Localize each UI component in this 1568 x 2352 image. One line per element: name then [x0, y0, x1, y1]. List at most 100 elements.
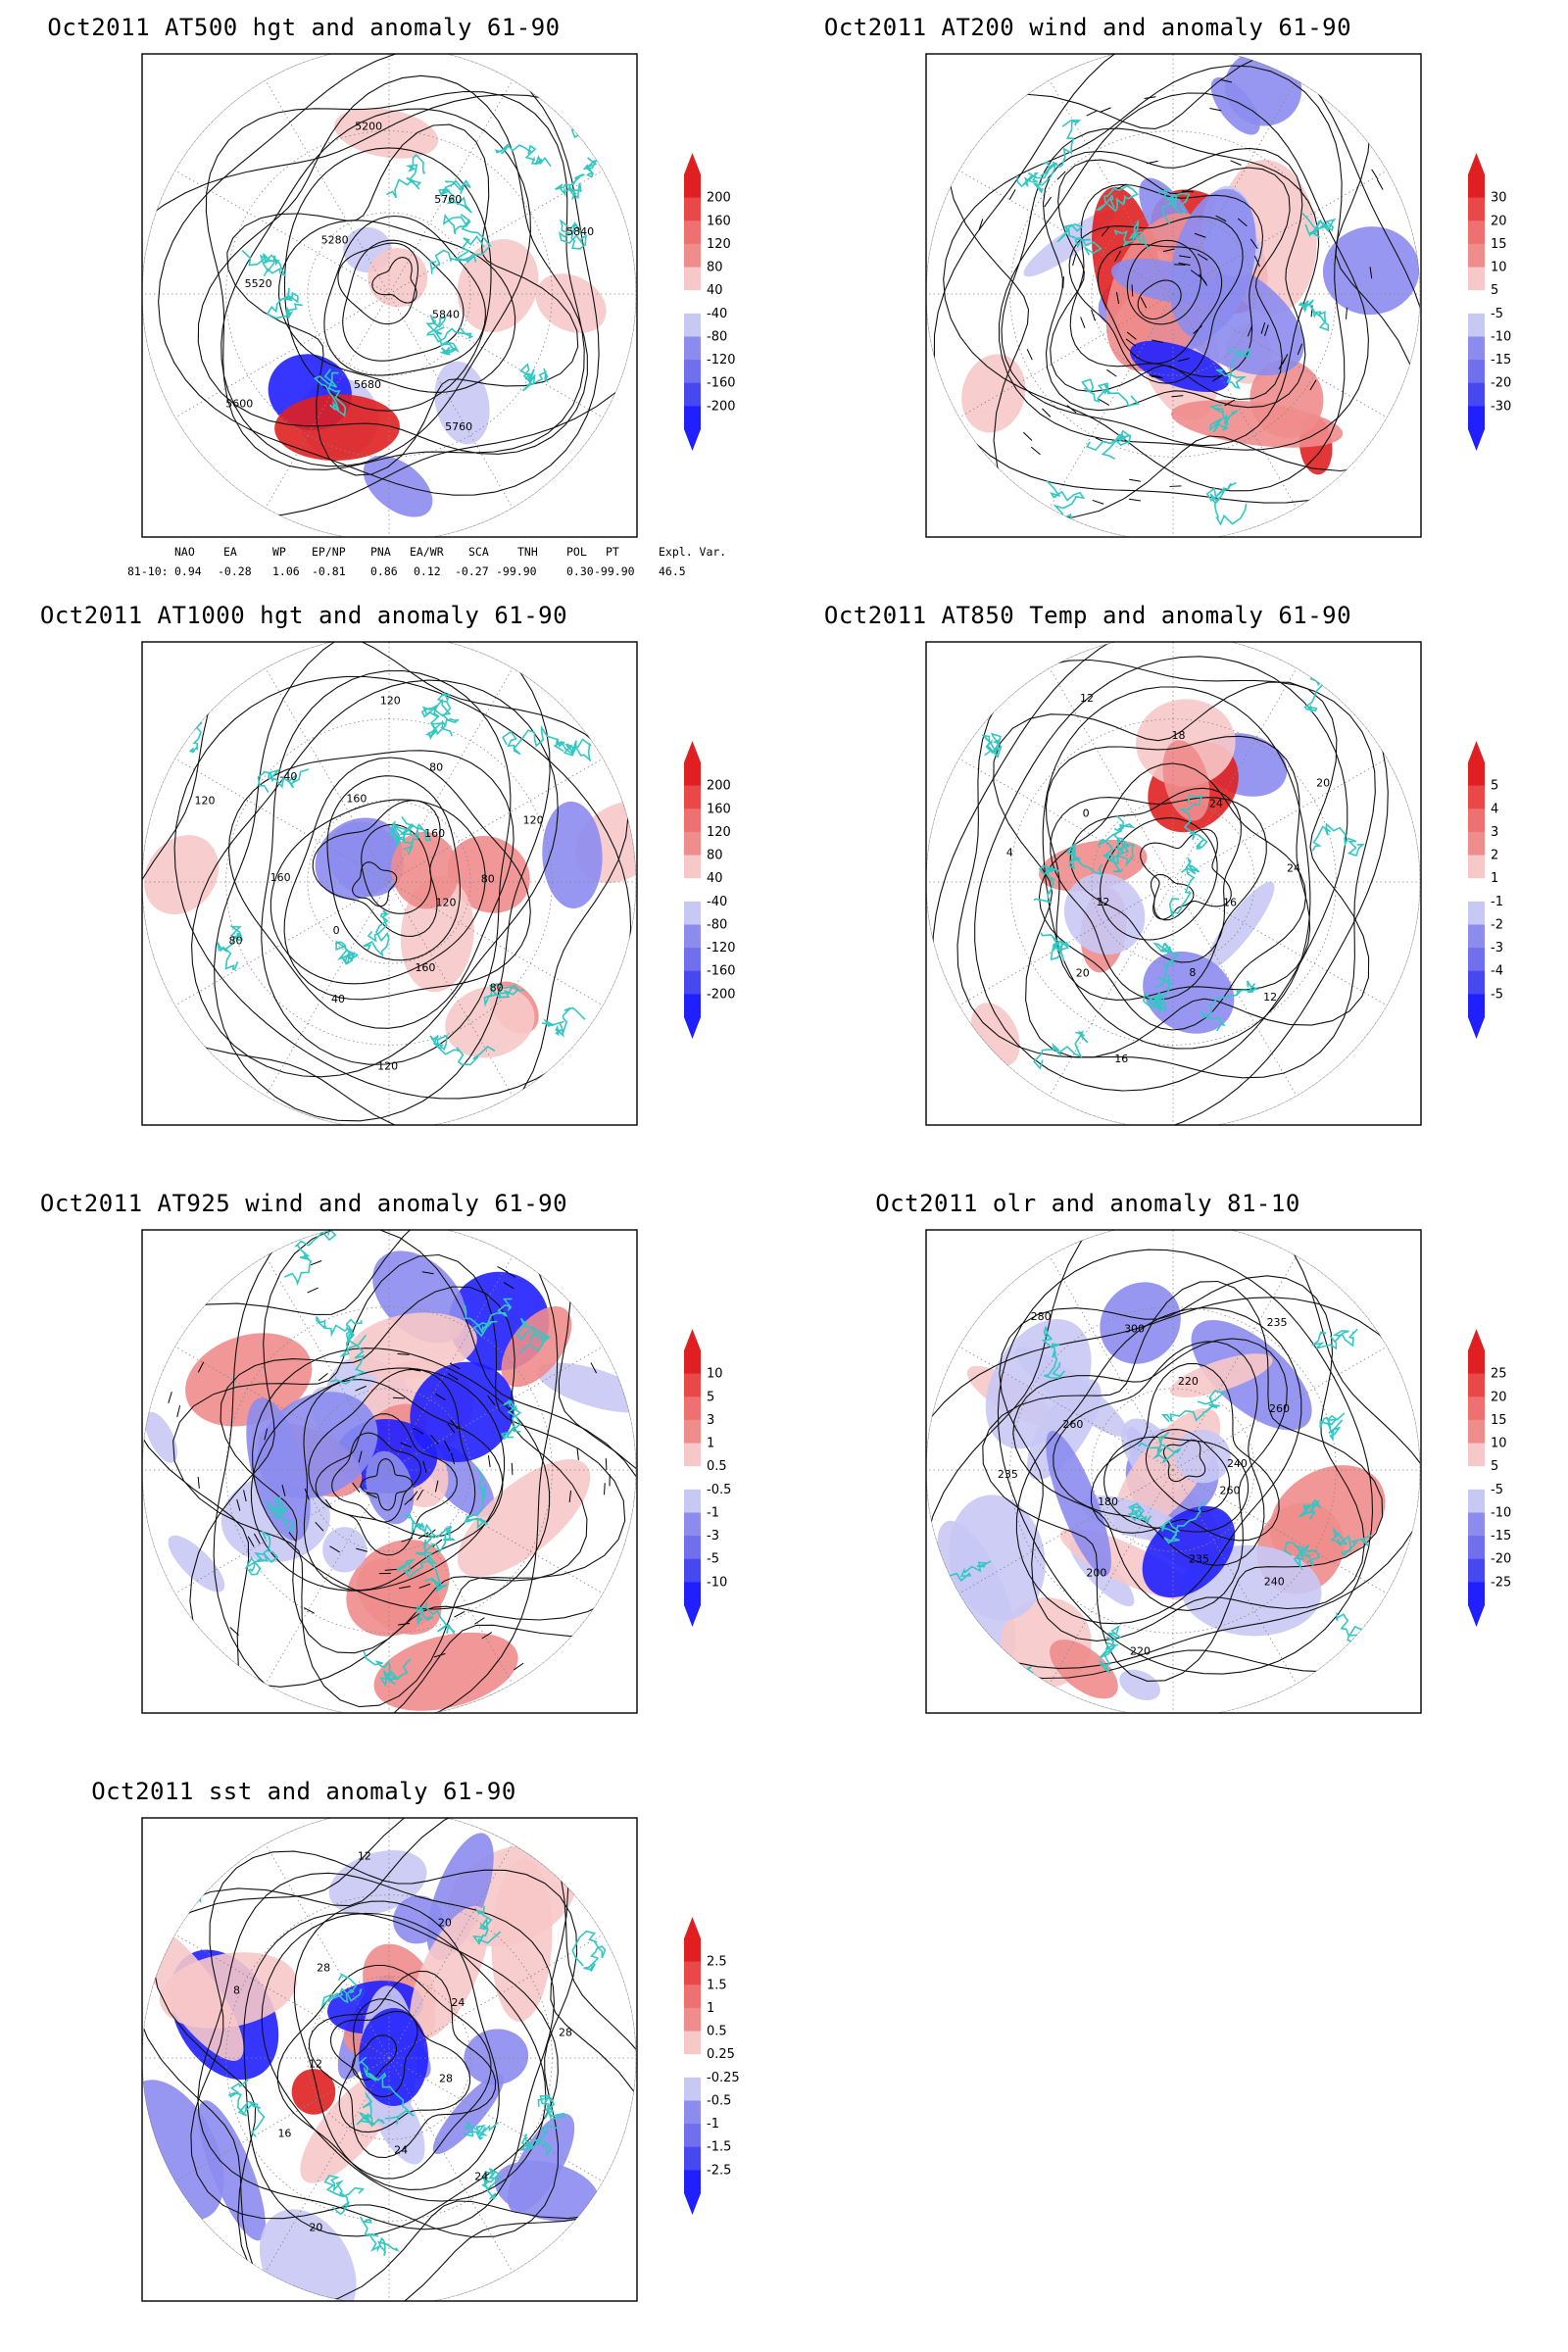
wind-vector: [397, 1352, 410, 1355]
map-field: 5840 5760 5680 5600 5520 5280 5200 5760 5840: [142, 54, 637, 537]
contour-line: [276, 1964, 492, 2180]
colorbar-arrow-top: [684, 1329, 701, 1350]
contour-line: [152, 1818, 636, 2301]
wind-vector: [1215, 215, 1227, 222]
contour-line: [189, 1230, 636, 1688]
coastline: [432, 326, 460, 356]
colorbar: 30 20 15 10 5 -5 -10 -15 -20 -30: [1468, 153, 1511, 451]
contour-line: [1145, 1429, 1231, 1513]
contour-label: 24: [1287, 862, 1300, 875]
wind-vector: [1100, 107, 1111, 113]
wind-vector: [454, 1611, 466, 1618]
wind-vector: [1129, 478, 1142, 482]
coastline: [553, 738, 592, 761]
colorbar-swatch: [684, 2124, 701, 2148]
contour-line: [1012, 1338, 1288, 1611]
anomaly-shading: [334, 108, 439, 159]
wind-vector: [366, 1493, 378, 1498]
coastline: [981, 732, 1003, 759]
contour-line: [326, 775, 461, 961]
coastline: [1055, 222, 1102, 256]
anomaly-shading: [1063, 873, 1146, 956]
colorbar-swatch: [684, 2170, 701, 2194]
coastline: [1301, 213, 1337, 238]
wind-vector: [1371, 169, 1379, 180]
contour-line: [993, 681, 1370, 1058]
colorbar-arrow-bottom: [684, 429, 701, 451]
map-at925: 10 5 3 1 0.5 -0.5 -1 -3 -5 -10: [141, 1229, 731, 1714]
wind-vector: [329, 1545, 341, 1553]
coastline: [1015, 161, 1057, 188]
colorbar-arrow-bottom: [684, 1605, 701, 1627]
colorbar-swatch: [1468, 197, 1485, 221]
colorbar-tick-label: 160: [707, 214, 731, 228]
colorbar-swatch: [684, 1938, 701, 1963]
meridian-line: [388, 667, 514, 883]
contour-label: 220: [1130, 1645, 1151, 1658]
anomaly-shading: [1171, 400, 1344, 448]
wind-vector: [444, 1441, 451, 1452]
wind-vector: [307, 1287, 318, 1294]
meridian-line: [1172, 293, 1298, 509]
panel-at1000: Oct2011 AT1000 hgt and anomaly 61-90 120…: [0, 588, 784, 1176]
meridian-line: [1172, 79, 1298, 295]
anomaly-shading: [457, 1459, 591, 1578]
coastline: [422, 1528, 448, 1592]
contour-label: 180: [1098, 1495, 1118, 1508]
anomaly-shading: [445, 986, 535, 1058]
colorbar-tick-label: 0.5: [707, 1459, 727, 1474]
contour-line: [974, 656, 1348, 1092]
wind-vector: [358, 1450, 363, 1463]
coastline: [323, 2175, 365, 2216]
colorbar-tick-label: -10: [1491, 329, 1511, 344]
wind-vector: [1309, 379, 1317, 391]
anomaly-shading: [1100, 1282, 1181, 1364]
wind-vector: [176, 1405, 181, 1417]
anomaly-shading: [410, 1905, 489, 2040]
colorbar-arrow-top: [684, 1917, 701, 1938]
contour-line: [308, 1970, 497, 2159]
colorbar-tick-label: 10: [707, 1367, 723, 1382]
contour-label: 160: [415, 961, 435, 974]
coastline: [1215, 346, 1251, 390]
colorbar-swatch: [1468, 948, 1485, 972]
index-header-ea: EA: [223, 545, 237, 559]
contour-line: [932, 642, 1389, 1125]
wind-vector: [1086, 110, 1098, 117]
map-frame: [141, 1229, 638, 1714]
colorbar: 200 160 120 80 40 -40 -80 -120 -160 -200: [684, 153, 736, 451]
latitude-circle: [225, 1894, 553, 2222]
anomaly-shading: [168, 1535, 225, 1592]
colorbar-tick-label: -160: [707, 964, 736, 979]
contour-label: 20: [1076, 967, 1090, 980]
coastline: [389, 823, 432, 856]
contour-label: 5200: [355, 120, 382, 132]
wind-vector: [503, 1282, 514, 1290]
coastline: [316, 1316, 364, 1345]
colorbar-swatch: [1468, 785, 1485, 809]
map-at500: 5840 5760 5680 5600 5520 5280 5200 5760 5840 200 1…: [141, 53, 736, 538]
contour-label: 8: [233, 1984, 240, 1996]
wind-vector: [1247, 324, 1253, 337]
coastline: [266, 287, 303, 319]
colorbar-swatch: [1468, 220, 1485, 245]
index-value-tnh: -99.90: [496, 564, 537, 578]
contour-line: [1137, 279, 1182, 320]
map-field: 16 12 8 16 20 12 4 0 12 18 24 20 24: [926, 642, 1421, 1125]
map-field: 28 24 24 20 16 12 8 28 12 20 24 28: [142, 1818, 637, 2301]
contour-line: [283, 757, 531, 1001]
colorbar-swatch: [684, 290, 701, 315]
contour-label: 0: [333, 924, 340, 937]
wind-vector: [576, 1447, 579, 1460]
colorbar-swatch: [1468, 360, 1485, 384]
index-value-epnp: -0.81: [312, 564, 346, 578]
colorbar-tick-label: -2.5: [707, 2163, 731, 2178]
coastline: [420, 691, 453, 737]
wind-vector: [1140, 297, 1148, 309]
colorbar-swatch: [684, 1350, 701, 1375]
colorbar-swatch: [684, 994, 701, 1018]
map-frame: [141, 1817, 638, 2302]
coastline: [1205, 481, 1248, 526]
coastline: [481, 2168, 501, 2201]
wind-vector: [1369, 267, 1373, 279]
